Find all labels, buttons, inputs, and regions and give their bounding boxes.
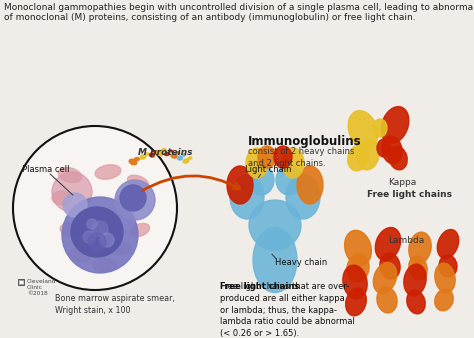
Circle shape <box>63 193 87 217</box>
Ellipse shape <box>297 166 323 204</box>
Ellipse shape <box>145 153 149 155</box>
FancyArrowPatch shape <box>142 176 240 191</box>
Ellipse shape <box>129 159 137 165</box>
Ellipse shape <box>345 230 372 266</box>
Circle shape <box>62 197 138 273</box>
Circle shape <box>115 180 155 220</box>
Ellipse shape <box>171 154 177 158</box>
Ellipse shape <box>347 254 369 282</box>
Text: Light chain: Light chain <box>245 165 292 174</box>
Ellipse shape <box>170 150 173 152</box>
Ellipse shape <box>156 150 164 156</box>
Text: Kappa: Kappa <box>388 178 416 187</box>
Circle shape <box>88 233 106 251</box>
Ellipse shape <box>258 146 276 168</box>
Ellipse shape <box>177 156 182 160</box>
Ellipse shape <box>435 263 455 293</box>
Ellipse shape <box>374 263 397 293</box>
Ellipse shape <box>373 119 387 137</box>
Ellipse shape <box>381 106 409 143</box>
Ellipse shape <box>377 287 397 313</box>
Ellipse shape <box>274 146 292 168</box>
Ellipse shape <box>409 256 427 280</box>
Ellipse shape <box>93 259 117 271</box>
Ellipse shape <box>382 136 402 164</box>
Ellipse shape <box>149 153 155 157</box>
Ellipse shape <box>60 223 84 237</box>
Ellipse shape <box>377 139 391 157</box>
Text: Bone marrow aspirate smear,
Wright stain, x 100: Bone marrow aspirate smear, Wright stain… <box>55 294 175 315</box>
Ellipse shape <box>276 165 302 195</box>
Ellipse shape <box>286 175 320 219</box>
Circle shape <box>92 221 108 237</box>
Ellipse shape <box>227 166 253 204</box>
Ellipse shape <box>348 111 378 149</box>
Circle shape <box>83 231 95 243</box>
Circle shape <box>13 126 177 290</box>
Text: Free light chains: Free light chains <box>220 282 299 291</box>
Ellipse shape <box>105 241 131 255</box>
Ellipse shape <box>439 255 457 277</box>
Ellipse shape <box>246 148 268 178</box>
Circle shape <box>87 219 97 229</box>
Ellipse shape <box>282 148 304 178</box>
Ellipse shape <box>404 264 426 296</box>
Ellipse shape <box>130 223 150 237</box>
Ellipse shape <box>346 288 366 316</box>
Ellipse shape <box>58 168 82 183</box>
Text: Cleveland
Clinic
©2018: Cleveland Clinic ©2018 <box>27 279 56 296</box>
Ellipse shape <box>182 154 185 156</box>
Text: □: □ <box>19 280 24 285</box>
Text: Free light chains that are over-
produced are all either kappa
or lambda; thus, : Free light chains that are over- produce… <box>220 282 355 338</box>
Ellipse shape <box>435 289 453 311</box>
Circle shape <box>120 185 146 211</box>
Ellipse shape <box>348 145 368 171</box>
Ellipse shape <box>343 265 367 299</box>
Text: Heavy chain: Heavy chain <box>275 258 327 267</box>
Ellipse shape <box>357 140 379 170</box>
FancyBboxPatch shape <box>18 279 24 285</box>
Text: consist of 2 heavy chains
and 2 light chains.: consist of 2 heavy chains and 2 light ch… <box>248 147 355 168</box>
Ellipse shape <box>71 207 123 257</box>
Text: Immunoglobulins: Immunoglobulins <box>248 135 362 148</box>
Text: Monoclonal gammopathies begin with uncontrolled division of a single plasma cell: Monoclonal gammopathies begin with uncon… <box>4 3 474 12</box>
Ellipse shape <box>69 248 91 262</box>
Ellipse shape <box>407 290 425 314</box>
Ellipse shape <box>176 152 180 154</box>
Text: M proteins: M proteins <box>138 148 192 157</box>
Circle shape <box>52 172 92 212</box>
Ellipse shape <box>52 191 72 205</box>
Ellipse shape <box>183 159 189 163</box>
Text: Lambda: Lambda <box>388 236 424 245</box>
Ellipse shape <box>230 175 264 219</box>
Text: Free light chains: Free light chains <box>367 190 452 199</box>
Text: of monoclonal (M) proteins, consisting of an antibody (immunoglobulin) or free l: of monoclonal (M) proteins, consisting o… <box>4 13 416 22</box>
Ellipse shape <box>116 190 144 207</box>
Ellipse shape <box>140 155 146 159</box>
Ellipse shape <box>135 158 139 161</box>
Ellipse shape <box>249 200 301 250</box>
Ellipse shape <box>389 146 407 170</box>
Ellipse shape <box>95 165 121 179</box>
Ellipse shape <box>380 253 400 279</box>
Ellipse shape <box>375 227 401 261</box>
Ellipse shape <box>248 165 274 195</box>
Ellipse shape <box>162 148 166 151</box>
Ellipse shape <box>155 151 157 153</box>
Ellipse shape <box>409 232 431 264</box>
Ellipse shape <box>438 230 459 259</box>
Circle shape <box>100 233 114 247</box>
Ellipse shape <box>253 227 297 292</box>
Ellipse shape <box>128 175 148 189</box>
Ellipse shape <box>164 152 170 155</box>
Ellipse shape <box>188 157 192 159</box>
Text: Plasma cell: Plasma cell <box>22 165 70 174</box>
